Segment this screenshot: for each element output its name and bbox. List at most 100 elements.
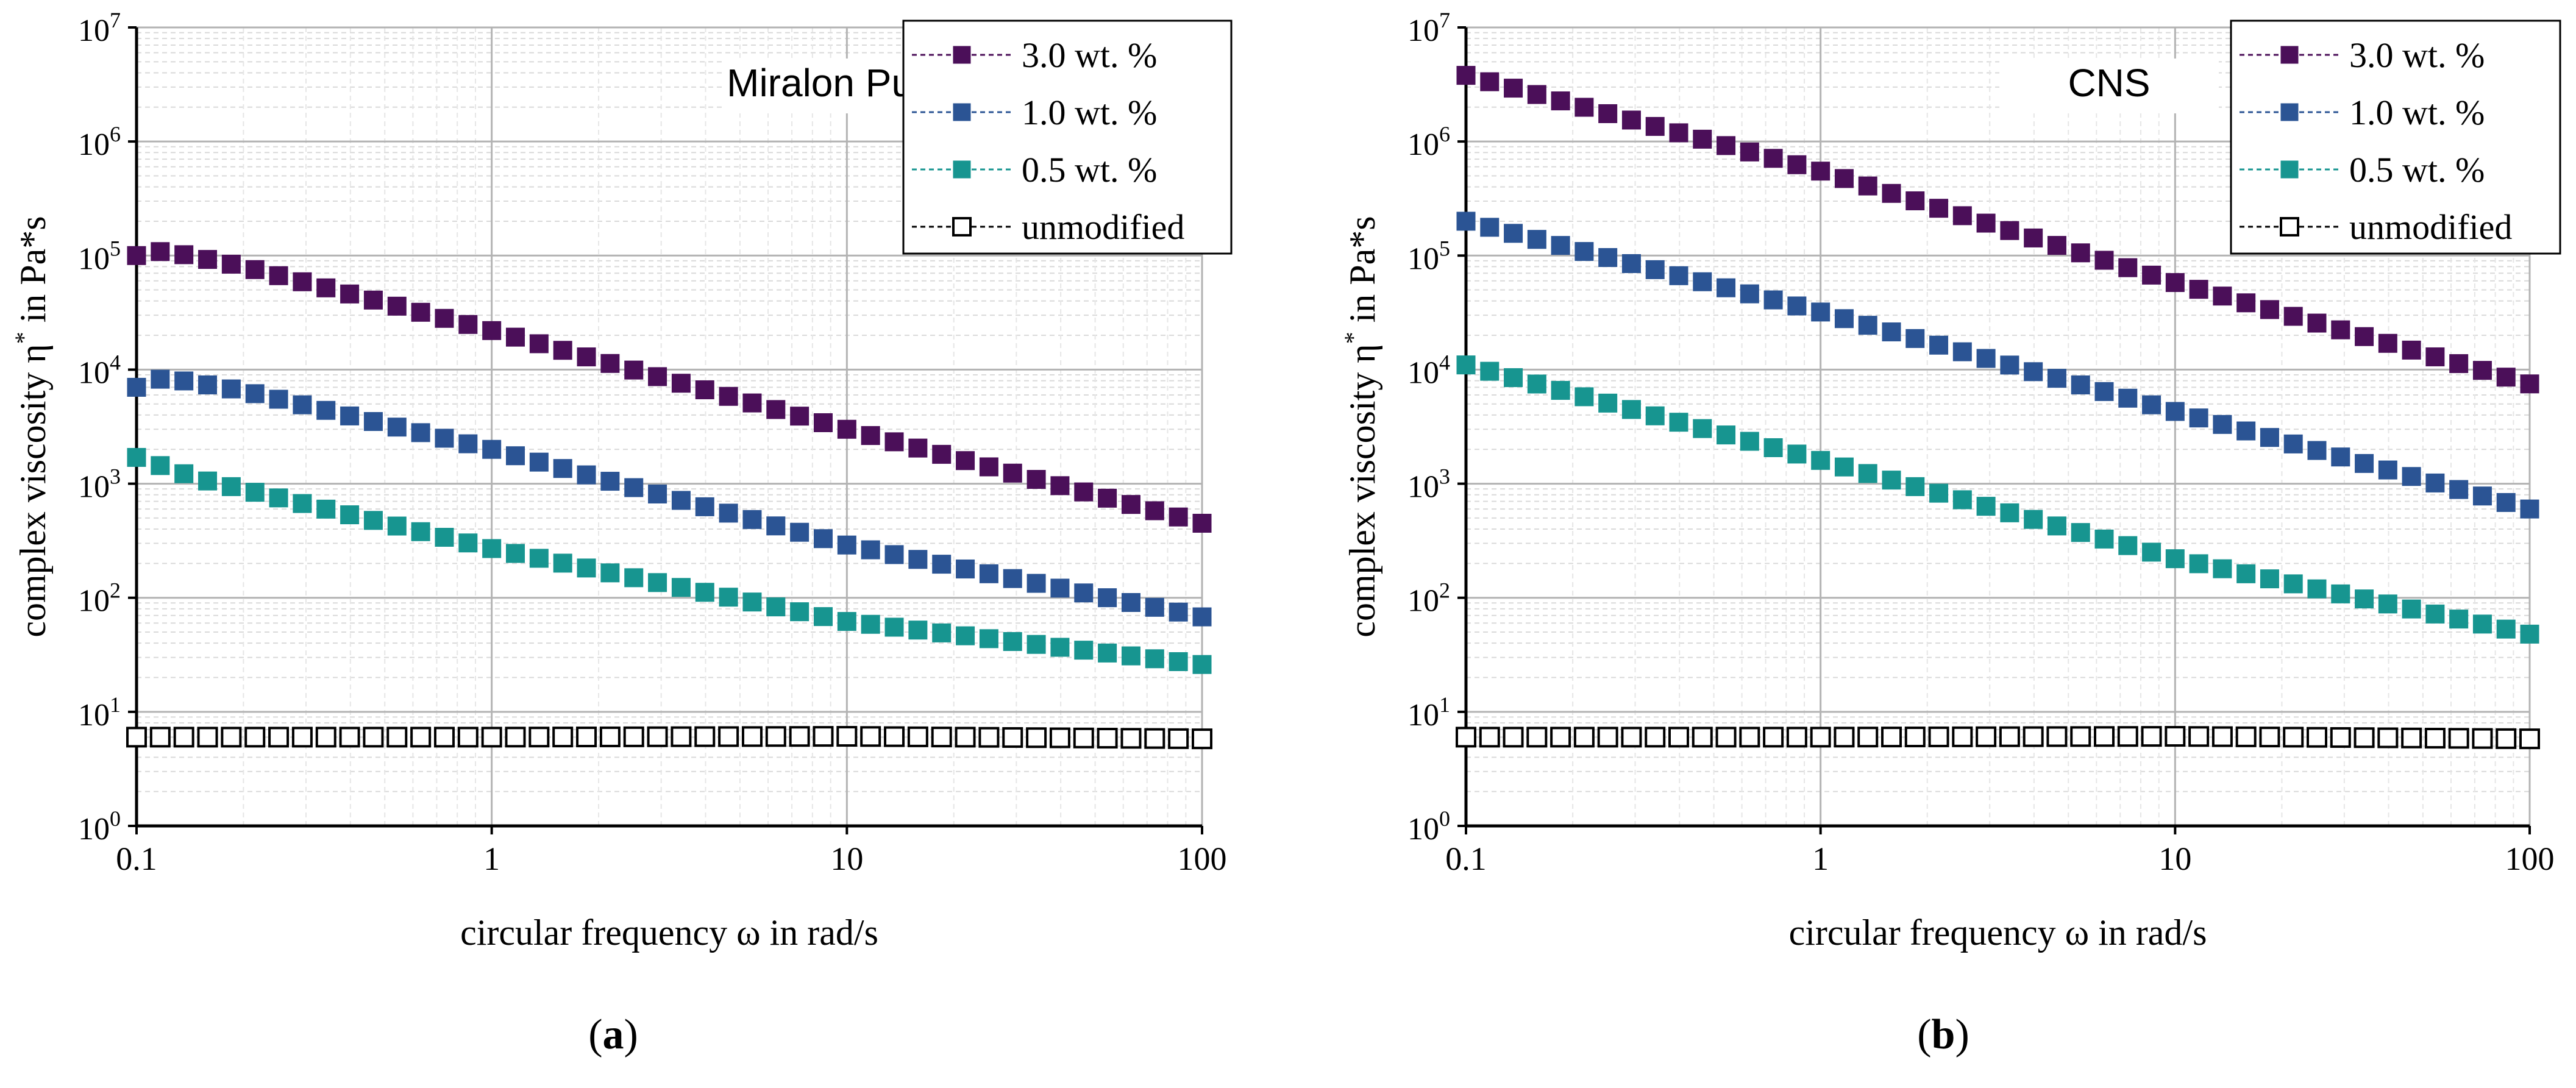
data-point bbox=[2046, 726, 2068, 747]
minor-gridlines bbox=[137, 27, 1202, 826]
data-point bbox=[2094, 726, 2115, 747]
data-point bbox=[1168, 728, 1189, 749]
data-point bbox=[2283, 574, 2303, 594]
data-point bbox=[932, 555, 952, 574]
panel-label-close: ) bbox=[1955, 1011, 1969, 1058]
data-point bbox=[671, 374, 691, 393]
data-point bbox=[553, 459, 572, 478]
y-axis-title-main: complex viscosity η bbox=[1342, 344, 1382, 637]
data-point bbox=[1551, 380, 1570, 400]
y-tick-label-exponent: 0 bbox=[110, 806, 121, 831]
data-point bbox=[2236, 421, 2256, 441]
data-point bbox=[766, 516, 786, 536]
data-point bbox=[577, 347, 596, 367]
data-point bbox=[2236, 293, 2256, 313]
y-tick-label: 103 bbox=[1407, 464, 1450, 505]
data-point bbox=[173, 727, 194, 748]
data-point bbox=[2355, 453, 2374, 473]
y-tick-label-exponent: 2 bbox=[1439, 578, 1450, 603]
data-point bbox=[2188, 726, 2210, 747]
legend-label: 3.0 wt. % bbox=[1022, 35, 1157, 75]
data-point bbox=[2047, 369, 2066, 388]
data-point bbox=[1882, 183, 1901, 203]
data-point bbox=[623, 726, 644, 747]
data-point bbox=[435, 308, 454, 328]
legend: 3.0 wt. % 1.0 wt. % 0.5 wt. % unmodified bbox=[902, 20, 1233, 255]
data-point bbox=[2000, 503, 2019, 522]
data-point bbox=[624, 568, 644, 588]
data-point bbox=[1598, 248, 1618, 268]
data-point bbox=[1717, 136, 1736, 155]
data-point bbox=[671, 491, 691, 510]
data-point bbox=[174, 464, 194, 483]
data-point bbox=[1192, 607, 1212, 627]
data-point bbox=[2472, 614, 2492, 634]
data-point bbox=[2425, 347, 2445, 366]
data-point bbox=[648, 484, 667, 503]
data-point bbox=[221, 727, 242, 748]
y-tick-label-base: 10 bbox=[78, 812, 110, 847]
data-point bbox=[2377, 727, 2399, 748]
data-point bbox=[197, 727, 218, 748]
data-point bbox=[363, 511, 383, 530]
data-point bbox=[1121, 592, 1140, 612]
data-point bbox=[1504, 79, 1523, 98]
data-point bbox=[884, 432, 904, 452]
data-point bbox=[244, 727, 266, 748]
data-point bbox=[340, 284, 360, 304]
data-point bbox=[1929, 335, 1949, 355]
y-tick-label-exponent: 4 bbox=[1439, 350, 1450, 374]
data-point bbox=[1621, 254, 1641, 273]
y-tick-label-base: 10 bbox=[1407, 698, 1439, 733]
y-tick-label-base: 10 bbox=[78, 470, 110, 505]
data-point bbox=[1480, 218, 1500, 237]
data-point bbox=[1929, 483, 1949, 503]
data-point bbox=[931, 727, 952, 748]
y-tick-label-exponent: 5 bbox=[1439, 236, 1450, 260]
data-point bbox=[1527, 85, 1546, 104]
data-point bbox=[2117, 726, 2138, 747]
data-point bbox=[695, 497, 714, 516]
data-point bbox=[1858, 464, 1877, 483]
data-point bbox=[245, 483, 265, 502]
data-point bbox=[2047, 236, 2066, 255]
data-point bbox=[528, 727, 550, 748]
data-point bbox=[2142, 265, 2161, 285]
y-tick-label: 107 bbox=[1407, 8, 1450, 48]
data-point bbox=[860, 726, 881, 747]
data-point bbox=[861, 426, 880, 446]
data-point bbox=[1952, 342, 1972, 361]
data-point bbox=[1928, 726, 1949, 747]
data-point bbox=[2307, 441, 2327, 460]
data-point bbox=[956, 626, 975, 645]
data-point bbox=[1834, 727, 1855, 748]
data-point bbox=[1480, 361, 1500, 381]
data-point bbox=[790, 407, 809, 426]
y-tick-label-exponent: 7 bbox=[110, 8, 121, 32]
data-point bbox=[1905, 477, 1925, 496]
panel-label-close: ) bbox=[624, 1011, 638, 1058]
data-point bbox=[435, 528, 454, 547]
data-point bbox=[2165, 726, 2186, 747]
y-tick-label-base: 10 bbox=[78, 241, 110, 276]
data-point bbox=[671, 726, 692, 747]
data-point bbox=[1026, 635, 1046, 654]
data-point bbox=[2236, 564, 2256, 583]
data-point bbox=[2496, 619, 2516, 639]
data-point bbox=[1715, 727, 1737, 748]
data-point bbox=[506, 327, 525, 347]
y-tick-label: 101 bbox=[1407, 692, 1450, 733]
data-point bbox=[2331, 447, 2350, 467]
data-point bbox=[458, 533, 478, 553]
data-point bbox=[1597, 727, 1618, 748]
data-point bbox=[2142, 542, 2161, 562]
data-point bbox=[1717, 278, 1736, 297]
y-tick-label-base: 10 bbox=[78, 13, 110, 48]
data-point bbox=[2189, 408, 2208, 428]
data-point bbox=[2259, 727, 2280, 748]
series-3-0-wt- bbox=[1456, 66, 2539, 394]
legend-marker bbox=[953, 46, 971, 64]
data-point bbox=[221, 379, 241, 399]
data-point bbox=[2024, 228, 2043, 247]
